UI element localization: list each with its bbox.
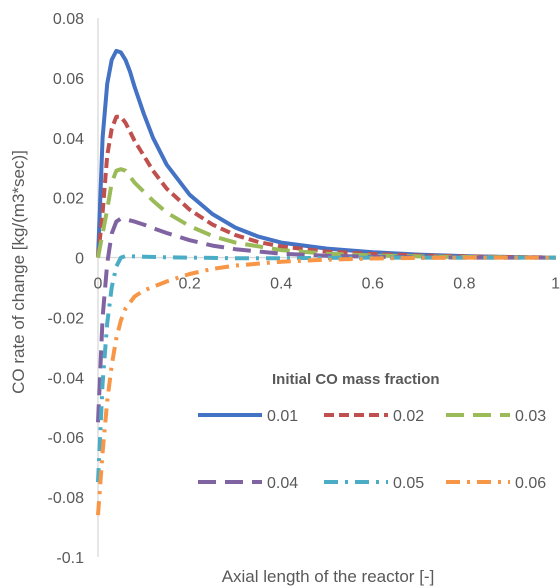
legend: Initial CO mass fraction 0.01 0.02 0.03 0.0… [198,371,546,492]
series-layer [96,48,557,516]
y-tick-label: 0.06 [53,71,84,88]
x-tick-label: 0.8 [453,276,475,293]
legend-label-0.02: 0.02 [393,408,424,425]
x-tick-label: 0.6 [362,276,384,293]
legend-label-0.03: 0.03 [515,408,546,425]
y-tick-label: 0 [75,251,84,268]
y-axis-title: CO rate of change [kg/(m3*sec)] [9,150,28,394]
series-line-0.05 [96,254,556,483]
x-tick-label: 0 [94,276,103,293]
series-line-0.06 [96,255,556,516]
legend-title: Initial CO mass fraction [272,371,440,388]
tick-layer: -0.1 -0.08 -0.06 -0.04 -0.02 0 0.02 0.04 0.06 0.0… [48,11,560,567]
y-tick-label: 0.08 [53,11,84,28]
series-line-0.02 [96,114,557,260]
y-tick-label: -0.06 [48,430,85,447]
series-line-0.03 [96,167,557,260]
y-tick-label: 0.04 [53,131,84,148]
legend-label-0.01: 0.01 [267,408,298,425]
series-line-0.01 [96,48,557,260]
x-axis-title: Axial length of the reactor [-] [222,567,435,586]
legend-label-0.04: 0.04 [267,475,298,492]
x-tick-label: 0.2 [178,276,200,293]
x-tick-label: 1 [551,276,560,293]
legend-label-0.06: 0.06 [515,475,546,492]
y-tick-label: -0.04 [48,370,85,387]
x-tick-label: 0.4 [270,276,292,293]
legend-label-0.05: 0.05 [393,475,424,492]
y-tick-label: 0.02 [53,191,84,208]
y-tick-label: -0.08 [48,490,85,507]
y-tick-label: -0.02 [48,310,85,327]
y-tick-label: -0.1 [56,550,84,567]
axes [97,18,556,557]
